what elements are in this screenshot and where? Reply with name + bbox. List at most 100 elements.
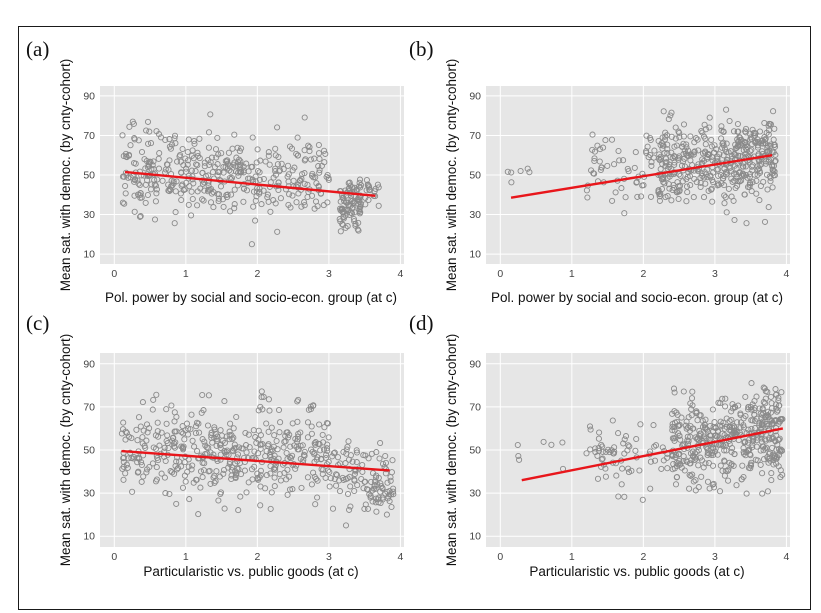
scatter-point [683,198,690,205]
scatter-point [215,191,223,198]
scatter-point [257,445,264,452]
scatter-point [226,428,233,435]
scatter-point [669,466,676,473]
scatter-point [167,186,174,194]
scatter-point [738,172,746,179]
scatter-point [229,464,236,471]
scatter-point [199,180,206,187]
trend-line [121,449,390,472]
scatter-point [163,420,170,427]
scatter-point [319,431,326,438]
scatter-point [757,447,764,454]
scatter-point [765,158,772,165]
scatter-point [362,478,369,485]
scatter-point [193,161,200,168]
scatter-point [366,186,373,193]
scatter-point [324,199,331,206]
scatter-point [754,144,761,151]
scatter-point [324,447,331,454]
scatter-point [721,192,728,199]
scatter-point [277,419,284,426]
scatter-point [693,448,700,456]
scatter-point [368,450,375,457]
scatter-point [346,211,353,218]
scatter-point [692,455,700,462]
scatter-point [693,135,700,142]
scatter-point [233,154,240,161]
scatter-point [622,433,630,440]
scatter-point [353,459,360,466]
scatter-point [620,440,627,447]
scatter-point [773,453,781,461]
scatter-point [212,146,220,153]
scatter-point [559,439,566,446]
scatter-point [217,183,225,190]
scatter-point [330,450,337,457]
x-axis-title: Particularistic vs. public goods (at c) [529,564,744,579]
scatter-point [595,444,602,452]
scatter-point [651,443,658,450]
scatter-point [673,463,681,470]
scatter-point [701,433,708,440]
scatter-point [717,418,724,425]
scatter-point [336,477,343,484]
y-tick-label: 30 [469,209,481,221]
scatter-point [769,163,776,170]
scatter-point [245,479,252,486]
scatter-point [226,436,233,443]
scatter-point [730,128,738,135]
scatter-point [196,429,203,436]
scatter-point [365,486,372,493]
scatter-point [723,140,730,147]
scatter-point [184,161,191,168]
scatter-point [185,463,192,470]
scatter-point [310,402,317,409]
scatter-point [153,190,160,197]
scatter-point [618,185,625,192]
scatter-point [731,403,738,410]
scatter-point [749,162,756,169]
scatter-point [127,142,134,149]
scatter-point [172,209,179,216]
scatter-point [265,198,272,205]
scatter-point [313,456,320,463]
y-tick-label: 30 [83,209,95,221]
scatter-point [321,147,328,154]
scatter-point [655,187,662,194]
scatter-point [728,408,735,415]
scatter-point [185,157,192,164]
scatter-point [193,476,200,483]
scatter-point [615,430,622,437]
scatter-point [315,150,323,157]
scatter-point [119,199,126,206]
scatter-point [737,152,744,160]
scatter-point [620,157,627,164]
scatter-point [139,434,146,441]
scatter-point [331,449,338,456]
scatter-point [621,493,628,500]
scatter-point [699,129,706,136]
scatter-point [137,423,144,430]
scatter-point [289,192,296,199]
scatter-point [135,137,142,144]
scatter-point [315,141,322,149]
scatter-point [652,442,660,449]
scatter-point [702,135,709,142]
scatter-point [344,475,351,482]
scatter-point [668,197,675,204]
scatter-point [182,478,189,485]
trend-line [510,154,773,199]
scatter-point [690,194,697,201]
scatter-point [272,171,279,178]
scatter-point [728,427,735,434]
scatter-point [153,464,160,471]
scatter-point [683,418,690,425]
scatter-point [127,174,134,181]
scatter-point [122,470,129,477]
scatter-point [740,450,748,457]
scatter-point [583,450,590,457]
scatter-point [723,415,730,422]
scatter-point [526,169,533,176]
scatter-point [628,467,635,474]
scatter-point [197,185,204,192]
